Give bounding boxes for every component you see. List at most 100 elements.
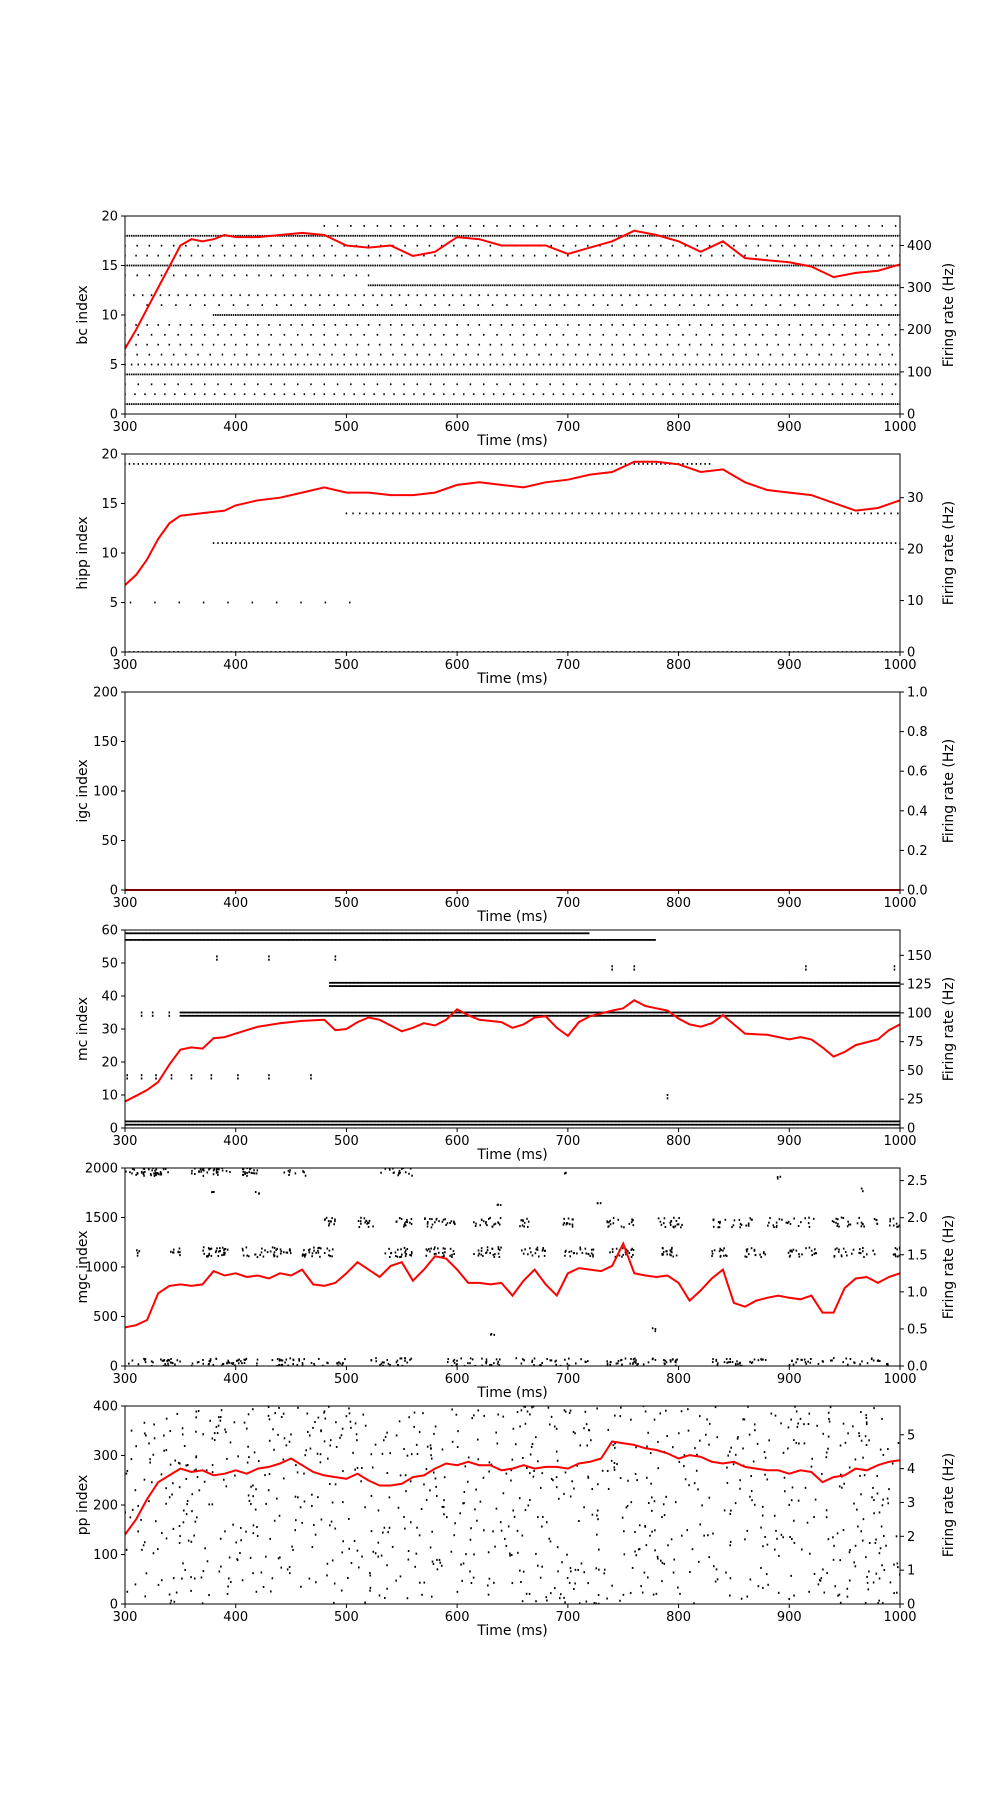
spike-mark [231, 1123, 234, 1126]
spike-mark [380, 353, 382, 356]
spike-mark [190, 403, 193, 405]
spike-mark [753, 294, 755, 297]
spike-mark [311, 1014, 313, 1017]
spike-mark [766, 264, 768, 267]
spike-mark [281, 314, 283, 316]
spike-mark [250, 373, 252, 376]
spike-mark [503, 1014, 506, 1017]
spike-mark [582, 393, 585, 396]
spike-mark [398, 294, 401, 297]
spike-mark [621, 304, 623, 306]
spike-mark [765, 1120, 768, 1123]
spike-mark [655, 254, 658, 257]
spike-mark [195, 373, 197, 376]
spike-mark [496, 373, 498, 376]
spike-mark [223, 373, 226, 376]
spike-mark [571, 403, 574, 405]
spike-mark [766, 254, 768, 257]
spike-mark [742, 393, 744, 396]
spike-mark [282, 1123, 284, 1126]
spike-mark [347, 1014, 349, 1017]
spike-mark [753, 373, 755, 376]
spike-mark [688, 403, 691, 405]
spike-mark [305, 234, 308, 237]
spike-mark [367, 343, 370, 346]
spike-mark [439, 1123, 441, 1126]
spike-mark [745, 353, 747, 356]
spike-mark [668, 1123, 671, 1126]
spike-mark [728, 403, 731, 405]
spike-mark [250, 314, 252, 316]
spike-mark [748, 234, 751, 237]
spike-mark [257, 1120, 259, 1123]
spike-mark [491, 314, 494, 316]
spike-mark [358, 403, 361, 405]
spike-mark [544, 343, 547, 346]
spike-mark [509, 234, 512, 237]
spike-mark [382, 1014, 385, 1017]
spike-mark [458, 284, 461, 287]
spike-mark [363, 542, 365, 544]
spike-mark [861, 1123, 864, 1126]
spike-mark [157, 264, 159, 267]
spike-mark [587, 234, 589, 237]
spike-mark [587, 314, 589, 316]
spike-mark [861, 264, 864, 267]
spike-mark [221, 1120, 223, 1123]
spike-mark [279, 1120, 282, 1123]
spike-mark [265, 294, 268, 297]
spike-mark [848, 363, 850, 366]
spike-mark [323, 264, 326, 267]
spike-mark [161, 1120, 163, 1123]
y2-tick-label: 0.8 [907, 725, 928, 740]
spike-mark [392, 1123, 395, 1126]
spike-mark [533, 264, 536, 267]
spike-mark [233, 274, 236, 277]
spike-mark [726, 1123, 728, 1126]
spike-mark [299, 314, 301, 316]
spike-mark [854, 1120, 857, 1123]
spike-mark [509, 225, 512, 227]
spike-mark [808, 314, 810, 316]
spike-mark [764, 512, 766, 515]
spike-mark [806, 244, 808, 247]
spike-mark [320, 1120, 323, 1123]
spike-mark [198, 1120, 201, 1123]
spike-mark [451, 542, 454, 544]
spike-mark [602, 225, 605, 227]
spike-mark [715, 234, 717, 237]
spike-mark [779, 234, 782, 237]
spike-mark [892, 403, 895, 405]
spike-mark [691, 542, 693, 544]
spike-mark [186, 264, 188, 267]
spike-mark [606, 1123, 609, 1126]
spike-mark [396, 363, 399, 366]
y-tick-label: 20 [101, 448, 118, 463]
spike-mark [183, 1014, 186, 1017]
spike-mark [321, 1014, 324, 1017]
spike-mark [737, 512, 740, 515]
spike-mark [168, 254, 171, 257]
spike-mark [497, 1014, 499, 1017]
spike-mark [164, 393, 166, 396]
spike-mark [676, 1123, 679, 1126]
spike-mark [766, 542, 768, 544]
spike-mark [631, 234, 633, 237]
spike-mark [599, 1120, 602, 1123]
spike-mark [378, 284, 381, 287]
spike-mark [815, 264, 817, 267]
panel-hipp: 300 400 500 600 700 800 900 1000051015200102030… [75, 448, 957, 688]
spike-mark [575, 383, 578, 386]
spike-mark [326, 1123, 328, 1126]
spike-mark [134, 1123, 137, 1126]
spike-mark [270, 353, 272, 356]
spike-mark [308, 314, 310, 316]
y-tick-label: 150 [93, 735, 118, 750]
spike-mark [407, 403, 410, 405]
spike-mark [635, 314, 638, 316]
spike-mark [285, 1120, 287, 1123]
spike-mark [425, 463, 427, 465]
spike-mark [821, 264, 824, 267]
spike-mark [570, 1123, 573, 1126]
spike-mark [715, 1123, 717, 1126]
